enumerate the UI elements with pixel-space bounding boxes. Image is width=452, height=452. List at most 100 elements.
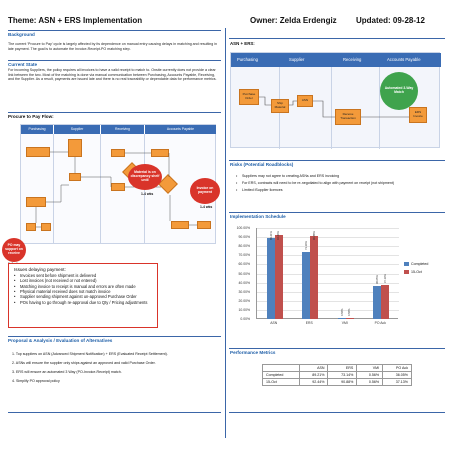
list-item: 2. ASNs will ensure the supplier only sh… [12, 361, 156, 365]
flow-lane-header: Accounts Payable [145, 125, 217, 134]
data-label: 92.44% [277, 231, 281, 240]
rule-risks [229, 160, 445, 161]
list-item: Invoices sent before shipment is deliver… [14, 273, 152, 279]
data-label: 37.13% [383, 274, 387, 284]
bar-15-oct-asn [274, 234, 283, 319]
current-state-heading: Current State [8, 62, 38, 67]
list-item: Matching invoice to receipt is manual an… [14, 284, 152, 290]
issues-box: Issues delaying payment: Invoices sent b… [8, 263, 158, 328]
y-tick-label: 70.00% [238, 253, 251, 258]
asn-lane-header [231, 53, 441, 67]
table-cell: 0.56% [356, 378, 384, 386]
discrepancy-bubble: Material is on discrepancy shelf until [128, 164, 162, 190]
rule-asn [229, 38, 445, 39]
table-header-cell: ERS [327, 364, 358, 372]
legend-swatch-15-oct [404, 270, 409, 274]
metrics-heading: Performance Metrics [230, 350, 276, 355]
column-divider [225, 28, 226, 438]
x-axis: ASN ERS VMI PO Ack [256, 320, 398, 328]
table-row: 15-Oct 92.44% 90.88% 0.56% 37.13% [262, 378, 412, 386]
asn-lane-label: Receiving [343, 57, 362, 62]
list-item: 3. ERS will ensure an automated 3 Way (P… [12, 370, 122, 374]
flow-lane-supplier [54, 125, 101, 243]
po-support-bubble-text: PO may support on receive [5, 243, 23, 255]
po-support-bubble: PO may support on receive [2, 238, 26, 262]
invoice-bubble-text: Invoice on payment [196, 186, 214, 194]
legend-item: 15-Oct [404, 270, 444, 274]
theme-title: Theme: ASN + ERS Implementation [8, 16, 143, 25]
table-cell: 92.44% [298, 378, 329, 386]
updated-label: Updated: 09-28-12 [356, 16, 425, 25]
bar-15-oct-po-ack [381, 285, 390, 319]
y-tick-label: 80.00% [238, 244, 251, 249]
y-tick-label: 40.00% [238, 280, 251, 285]
y-tick-label: 90.00% [238, 235, 251, 240]
table-cell: 73.14% [327, 371, 358, 379]
data-label: 0.56% [348, 309, 352, 317]
rule-bottom-right [229, 412, 445, 413]
asn-box: Purchase Order [239, 89, 259, 105]
bar-completed-po-ack [373, 286, 382, 319]
bar-15-oct-vmi [345, 318, 354, 319]
owner-label: Owner: Zelda Erdengiz [250, 16, 337, 25]
grid-line [257, 273, 399, 275]
flow-step [111, 149, 125, 157]
y-tick-label: 60.00% [238, 262, 251, 267]
rule-current-state [8, 60, 221, 61]
x-tick-label: PO Ack [374, 321, 386, 325]
table-cell: Completed [262, 371, 300, 379]
grid-line [257, 309, 399, 311]
list-item: For ERS, contracts will need to be re-ne… [236, 181, 444, 185]
procure-to-pay-flow: Purchasing Supplier Receiving Accounts P… [20, 124, 217, 244]
flow-heading: Procure to Pay Flow: [8, 114, 54, 119]
flow-step [111, 183, 125, 191]
asn-box: ASN [297, 95, 313, 107]
flow-lane-header: Receiving [101, 125, 145, 134]
rule-bottom-left [8, 412, 221, 413]
data-label: 36.05% [376, 275, 380, 285]
legend-item: Completed [404, 262, 444, 266]
flow-step [41, 223, 51, 231]
asn-heading: ASN + ERS: [230, 41, 255, 46]
metrics-table: ASN ERS VMI PO Ack Completed 89.21% 73.1… [262, 364, 412, 386]
risks-list: Suppliers may not agree to creating ASNs… [236, 174, 444, 195]
asn-lane-label: Purchasing [237, 57, 258, 62]
discrepancy-bubble-duration: 1-4 wks [141, 192, 154, 196]
flow-step [68, 139, 82, 157]
invoice-bubble: Invoice on payment [190, 178, 220, 204]
background-heading: Background [8, 32, 35, 37]
asn-box: Ship Material [271, 99, 289, 113]
grid-line [257, 237, 399, 239]
flow-step [26, 147, 50, 157]
legend-label: 15-Oct [411, 270, 422, 274]
flow-connectors [35, 151, 197, 228]
invoice-bubble-duration: 1-4 wks [200, 205, 213, 209]
automated-match-bubble: Automated 3-Way Match [380, 72, 418, 110]
flow-step [197, 221, 211, 229]
legend-label: Completed [411, 262, 429, 266]
risks-heading: Risks (Potential Roadblocks) [230, 162, 294, 167]
list-item: Supplier sending shipment against un-app… [14, 294, 152, 300]
rule-proposal [8, 336, 221, 337]
grid-line [257, 228, 399, 229]
table-row: Completed 89.21% 73.14% 0.56% 36.05% [262, 371, 412, 379]
legend-swatch-completed [404, 262, 409, 266]
flow-step [151, 149, 169, 157]
bar-completed-asn [266, 237, 275, 319]
y-tick-label: 100.00% [236, 226, 250, 230]
asn-lane-label: Supplier [289, 57, 305, 62]
flow-step [26, 197, 46, 207]
table-cell: 36.05% [382, 371, 412, 379]
y-tick-label: 0.00% [240, 317, 250, 321]
table-cell: 90.88% [327, 378, 358, 386]
table-header-cell: PO Ack [382, 364, 412, 372]
schedule-heading: Implementation Schedule [230, 214, 286, 219]
current-state-text: For incoming Suppliers, the policy requi… [8, 68, 217, 82]
table-header-cell: ASN [298, 364, 329, 372]
x-tick-label: ERS [305, 321, 313, 325]
asn-lane-divider [379, 67, 380, 149]
y-axis: 0.00% 10.00% 20.00% 30.00% 40.00% 50.00% 60.00… [232, 222, 256, 330]
data-label: 90.88% [312, 231, 316, 240]
rule-metrics [229, 348, 445, 349]
x-tick-label: ASN [270, 321, 278, 325]
